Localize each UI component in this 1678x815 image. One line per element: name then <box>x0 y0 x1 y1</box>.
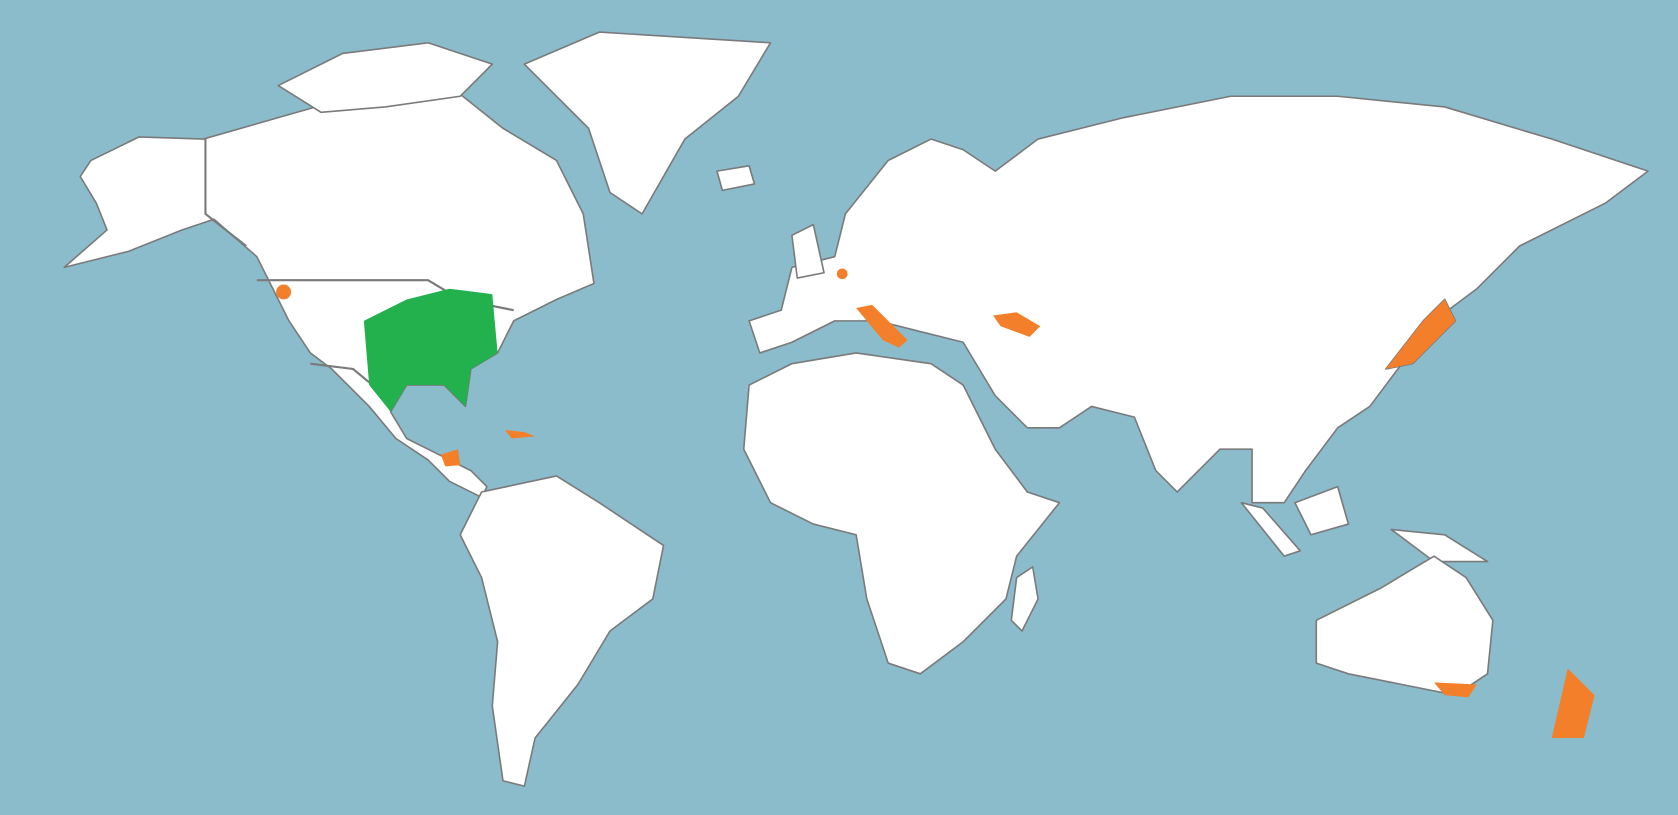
secondary-range-italy <box>856 304 908 348</box>
secondary-range-victoria <box>1434 682 1477 698</box>
south-america <box>459 475 665 787</box>
alaska-border <box>204 139 247 247</box>
great-britain <box>791 223 825 279</box>
new-guinea <box>1390 528 1489 563</box>
arctic-islands <box>277 41 494 114</box>
secondary-range-caucasus <box>993 312 1041 337</box>
secondary-range-japan <box>1385 299 1456 369</box>
secondary-range-central-america <box>440 449 461 467</box>
madagascar <box>1010 566 1039 632</box>
secondary-range-california <box>276 284 292 300</box>
eurasia <box>748 95 1649 504</box>
africa <box>742 352 1061 675</box>
australia <box>1315 555 1494 697</box>
highlighted-regions <box>276 268 1595 738</box>
borneo <box>1294 485 1350 536</box>
primary-range-eastern-us <box>363 288 498 412</box>
sumatra <box>1240 501 1302 557</box>
iceland <box>716 164 756 192</box>
secondary-range-belgium <box>836 268 848 280</box>
secondary-range-new-zealand <box>1551 668 1595 738</box>
greenland <box>523 31 772 215</box>
secondary-range-caribbean <box>505 429 536 439</box>
